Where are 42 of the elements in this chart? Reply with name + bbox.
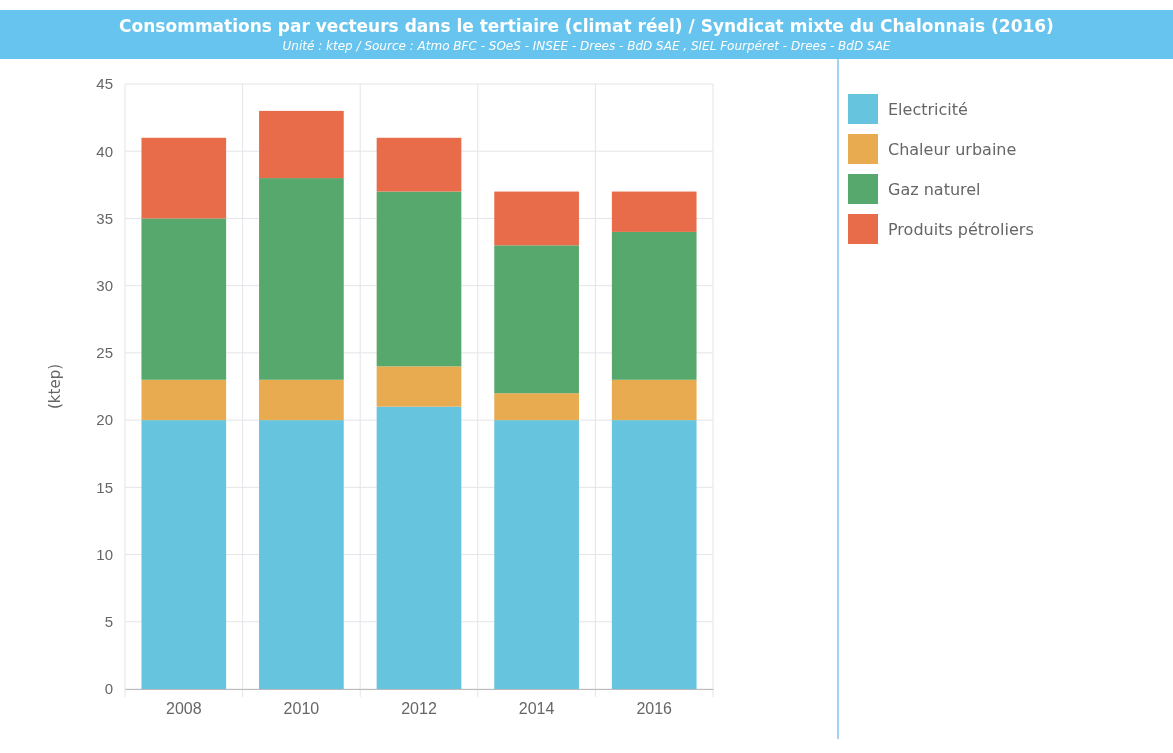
bar (494, 393, 579, 421)
y-tick-label: 15 (96, 478, 113, 496)
y-tick-label: 30 (96, 276, 113, 294)
legend-label: Chaleur urbaine (888, 140, 1017, 159)
bar (259, 379, 344, 421)
chart-subtitle: Unité : ktep / Source : Atmo BFC - SOeS - INSEE - Drees - BdD SAE , SIEL Fourpéret - Drees - BdD SAE (281, 39, 892, 53)
y-tick-label: 45 (96, 75, 113, 93)
y-tick-label: 10 (96, 545, 113, 563)
bar (376, 366, 462, 407)
chart-title: Consommations par vecteurs dans le tertiaire (climat réel) / Syndicat mixte du Chalonnais (2016) (118, 16, 1055, 36)
x-tick-label: 2010 (283, 700, 320, 718)
bar (376, 191, 462, 367)
bar (141, 218, 227, 380)
y-tick-label: 0 (104, 680, 113, 698)
bar (259, 110, 344, 179)
bar (141, 137, 227, 219)
bar (611, 379, 697, 421)
bar (494, 191, 579, 246)
x-tick-label: 2008 (166, 700, 202, 718)
bar (141, 420, 227, 689)
legend-label: Gaz naturel (888, 180, 981, 199)
x-tick-label: 2012 (401, 700, 437, 718)
y-tick-label: 35 (96, 209, 113, 227)
bar (494, 245, 579, 394)
bar (376, 137, 462, 192)
bar (611, 420, 697, 689)
bar (611, 231, 697, 380)
bar (494, 420, 579, 689)
legend-label: Produits pétroliers (888, 220, 1034, 239)
y-axis-title: (ktep) (46, 363, 64, 410)
bar (259, 420, 344, 689)
y-tick-label: 5 (104, 613, 113, 631)
bar (141, 379, 227, 421)
legend-label: Electricité (888, 100, 968, 119)
bar (611, 191, 697, 232)
y-tick-label: 40 (96, 142, 113, 160)
x-tick-label: 2016 (636, 700, 673, 718)
y-tick-label: 20 (96, 411, 113, 429)
x-tick-label: 2014 (518, 700, 555, 718)
bar (376, 406, 462, 689)
y-tick-label: 25 (96, 344, 113, 362)
bar (259, 178, 344, 380)
